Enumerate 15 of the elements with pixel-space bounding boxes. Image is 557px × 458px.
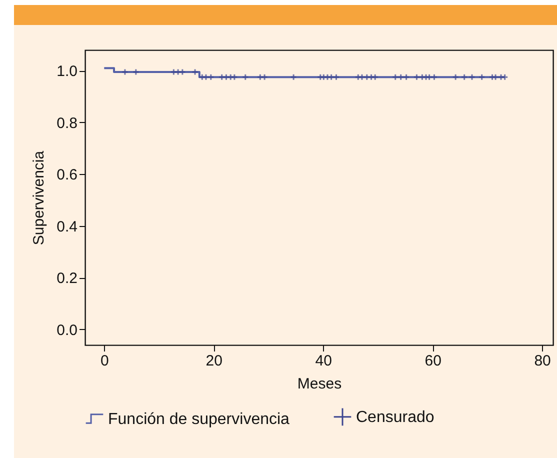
x-tick-label: 80 bbox=[534, 352, 551, 370]
x-tick-label: 20 bbox=[206, 352, 222, 370]
x-tick-label: 60 bbox=[424, 352, 442, 370]
legend-label: Función de supervivencia bbox=[108, 410, 290, 428]
x-axis-title: Meses bbox=[297, 376, 342, 392]
y-tick-label: 0.4 bbox=[56, 218, 78, 236]
y-tick-label: 0.0 bbox=[56, 322, 78, 339]
legend-label: Censurado bbox=[356, 408, 434, 426]
x-tick-label: 40 bbox=[315, 352, 332, 370]
y-tick-label: 0.8 bbox=[56, 114, 78, 132]
x-tick-label: 0 bbox=[100, 352, 109, 370]
y-tick-label: 1.0 bbox=[56, 63, 78, 80]
y-tick-label: 0.6 bbox=[56, 166, 78, 184]
y-tick-label: 0.2 bbox=[56, 270, 78, 288]
y-axis-title: Supervivencia bbox=[30, 150, 48, 246]
